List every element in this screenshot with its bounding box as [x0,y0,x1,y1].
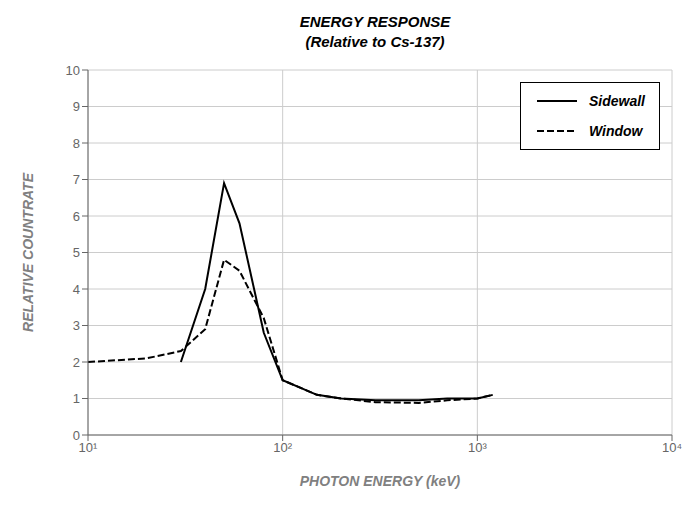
html-text:ENERGY RESPONSE: ENERGY RESPONSE [299,13,451,30]
svg-text:7: 7 [73,172,80,187]
svg-text:10³: 10³ [468,440,487,455]
html-text:Sidewall: Sidewall [589,93,645,109]
svg-text:1: 1 [73,391,80,406]
svg-text:5: 5 [73,245,80,260]
svg-text:4: 4 [73,282,80,297]
svg-text:10¹: 10¹ [79,440,98,455]
svg-text:10: 10 [66,63,80,78]
svg-text:0: 0 [73,428,80,443]
svg-text:2: 2 [73,355,80,370]
svg-text:PHOTON ENERGY (keV): PHOTON ENERGY (keV) [300,473,461,489]
html-text:(Relative to Cs-137): (Relative to Cs-137) [305,33,445,50]
svg-text:RELATIVE COUNTRATE: RELATIVE COUNTRATE [20,172,36,332]
svg-text:6: 6 [73,209,80,224]
svg-text:9: 9 [73,99,80,114]
svg-text:10⁴: 10⁴ [662,440,682,455]
svg-text:10²: 10² [273,440,292,455]
svg-text:8: 8 [73,136,80,151]
html-text:Window: Window [589,123,643,139]
svg-text:3: 3 [73,318,80,333]
